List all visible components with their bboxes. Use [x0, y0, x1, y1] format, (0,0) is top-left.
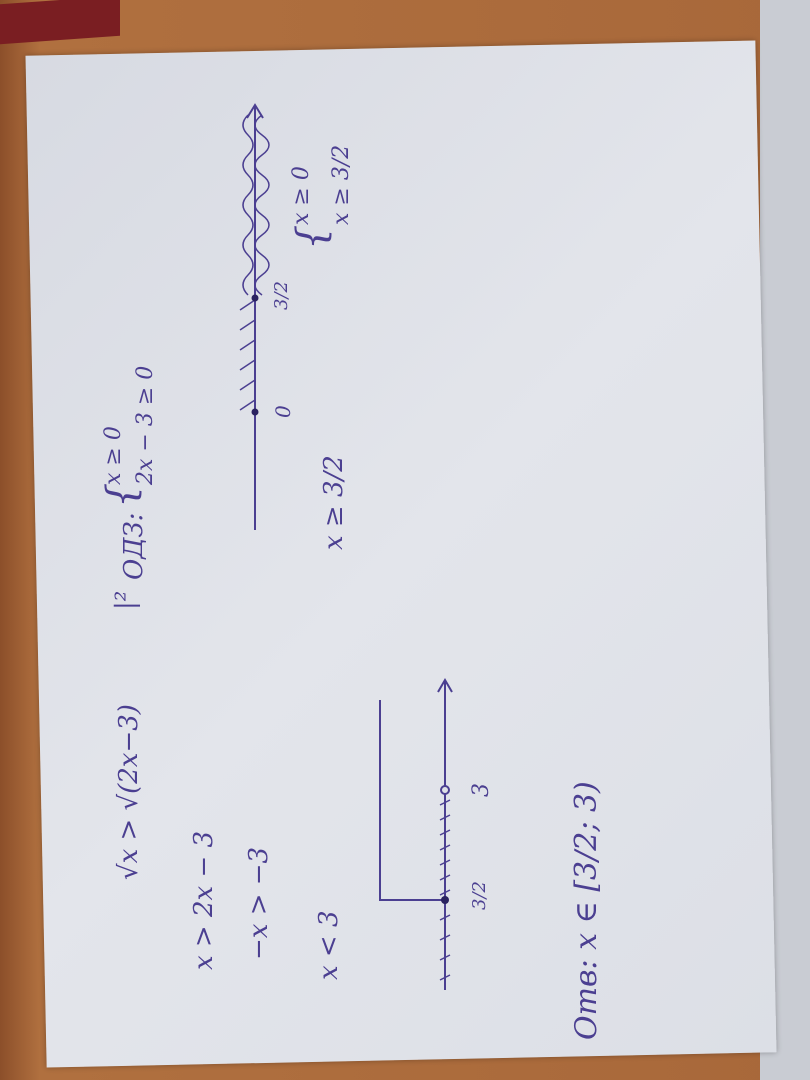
point-marker	[441, 896, 449, 904]
point-marker	[251, 294, 259, 302]
label-three-halves: 3/2	[271, 281, 292, 310]
label-three-halves: 3/2	[469, 881, 490, 910]
label-zero: 0	[271, 405, 295, 418]
point-marker	[251, 408, 259, 416]
label-three: 3	[469, 783, 494, 797]
